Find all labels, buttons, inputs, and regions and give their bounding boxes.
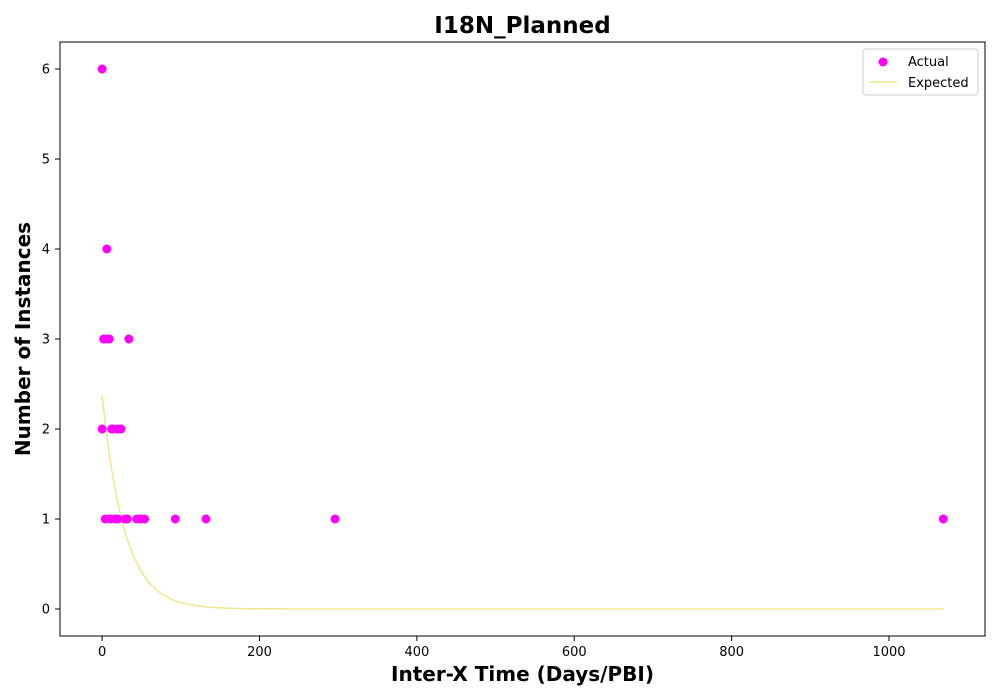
data-point: [140, 514, 150, 524]
y-tick-label: 4: [42, 243, 50, 258]
y-tick-label: 6: [42, 63, 50, 78]
y-tick-label: 2: [42, 423, 50, 438]
data-point: [97, 64, 107, 74]
legend-label-expected: Expected: [908, 76, 969, 91]
actual-series: [97, 64, 948, 524]
data-point: [113, 514, 123, 524]
data-point: [330, 514, 340, 524]
x-tick-label: 400: [404, 645, 429, 660]
x-tick-label: 0: [98, 645, 106, 660]
data-point: [102, 244, 112, 254]
data-point: [97, 424, 107, 434]
data-point: [201, 514, 211, 524]
data-point: [170, 514, 180, 524]
y-tick-label: 0: [42, 603, 50, 618]
y-tick-label: 5: [42, 153, 50, 168]
legend-label-actual: Actual: [908, 55, 949, 70]
data-point: [938, 514, 948, 524]
legend-marker-actual: [878, 57, 888, 67]
legend-box: [862, 48, 979, 96]
data-point: [124, 334, 134, 344]
x-tick-label: 800: [719, 645, 744, 660]
axis-ticks: 0 200 400 600 800 1000 0 1 2 3 4 5 6: [42, 63, 906, 661]
data-point: [122, 514, 132, 524]
data-point: [104, 334, 114, 344]
data-point: [116, 424, 126, 434]
y-tick-label: 1: [42, 513, 50, 528]
legend: Actual Expected: [862, 48, 979, 96]
y-axis-label: Number of Instances: [11, 222, 35, 456]
y-tick-label: 3: [42, 333, 50, 348]
expected-line: [101, 395, 944, 610]
x-tick-label: 200: [247, 645, 272, 660]
x-tick-label: 1000: [872, 645, 905, 660]
plot-frame: [59, 41, 986, 637]
x-axis-label: Inter-X Time (Days/PBI): [391, 662, 654, 686]
x-tick-label: 600: [562, 645, 587, 660]
chart-title: I18N_Planned: [434, 13, 610, 39]
expected-series: [101, 395, 944, 610]
